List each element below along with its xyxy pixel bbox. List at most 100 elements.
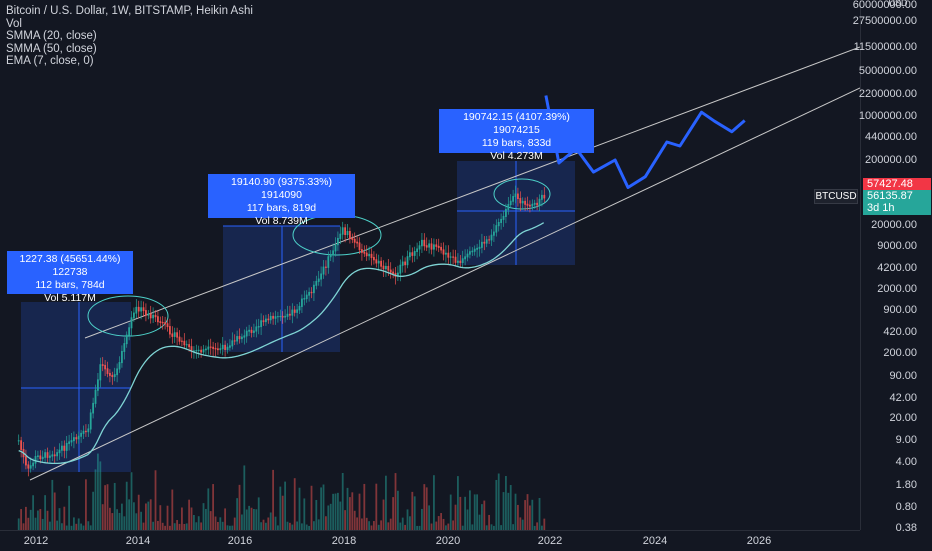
volume-bar: [200, 522, 203, 530]
volume-bar: [389, 518, 392, 530]
price-tick-label: 11500000.00: [853, 41, 917, 53]
candle-body: [281, 315, 284, 318]
candle-body: [277, 316, 279, 318]
volume-bar: [521, 519, 524, 530]
volume-bar: [505, 476, 507, 530]
candle-body: [77, 435, 80, 440]
price-tick-label: 0.38: [895, 522, 917, 534]
candle-body: [241, 336, 243, 340]
volume-bar: [92, 491, 95, 530]
candle-body: [365, 252, 368, 257]
candle-body: [217, 348, 219, 351]
candle-body: [253, 330, 255, 333]
candle-body: [37, 455, 39, 458]
volume-bar: [193, 514, 195, 530]
volume-bar: [423, 484, 426, 530]
candle-body: [497, 221, 500, 227]
candle-body: [401, 261, 404, 266]
volume-bar: [20, 509, 23, 530]
candle-body: [466, 253, 469, 258]
volume-bar: [111, 513, 114, 530]
volume-bar: [365, 517, 368, 530]
candle-body: [207, 346, 210, 350]
volume-bar: [531, 499, 534, 530]
time-axis[interactable]: 2012 2014 2016 2018 2020 2022 2024 2026: [0, 530, 860, 551]
candle-body: [322, 266, 325, 275]
candle-body: [73, 437, 75, 442]
price-tick-label: 2000.00: [877, 283, 917, 295]
volume-bar: [368, 521, 371, 530]
volume-bar: [125, 481, 128, 530]
volume-bar: [329, 503, 332, 530]
volume-bar: [219, 517, 222, 530]
candle-body: [116, 368, 119, 376]
candle-body: [409, 252, 411, 258]
candle-body: [507, 204, 510, 210]
candle-body: [368, 253, 371, 257]
volume-bar: [113, 482, 116, 530]
legend-smma-20[interactable]: SMMA (20, close): [6, 30, 97, 42]
volume-bar: [380, 520, 383, 530]
volume-bar: [353, 510, 356, 530]
legend-title[interactable]: Bitcoin / U.S. Dollar, 1W, BITSTAMP, Hei…: [6, 5, 253, 17]
legend-smma-50[interactable]: SMMA (50, close): [6, 42, 97, 55]
volume-bar: [260, 522, 263, 530]
candle-body: [373, 256, 375, 261]
volume-bar: [289, 522, 291, 530]
measure-label-line2: 119 bars, 833d: [481, 137, 552, 149]
measure-label-2021[interactable]: 190742.15 (4107.39%) 19074215 119 bars, …: [439, 109, 594, 162]
candle-body: [452, 256, 455, 258]
candle-body: [181, 340, 183, 342]
price-tick-label: 4.00: [895, 456, 917, 468]
volume-bar: [502, 492, 505, 530]
candle-body: [293, 309, 296, 313]
candle-body: [106, 368, 109, 374]
time-tick-label: 2022: [537, 535, 563, 547]
candle-body: [197, 349, 200, 352]
volume-bar: [17, 518, 20, 530]
legend-ema-7[interactable]: EMA (7, close, 0): [6, 55, 94, 67]
candle-body: [454, 256, 457, 263]
candle-body: [154, 314, 157, 318]
candle-body: [80, 432, 83, 437]
volume-bar: [356, 517, 359, 530]
volume-bar: [197, 516, 200, 530]
volume-bar: [149, 499, 152, 530]
volume-bar: [51, 479, 54, 530]
volume-bar: [221, 521, 224, 530]
candle-body: [101, 364, 104, 366]
volume-bar: [447, 523, 450, 530]
candle-body: [269, 315, 272, 321]
price-tick-label: 420.00: [883, 326, 917, 338]
volume-bar: [274, 516, 277, 530]
volume-bar: [238, 484, 241, 530]
candle-body: [104, 364, 107, 370]
measure-label-2013[interactable]: 1227.38 (45651.44%) 122738 112 bars, 784…: [7, 251, 133, 304]
candle-body: [32, 462, 35, 467]
time-tick-label: 2012: [23, 535, 49, 547]
price-chart[interactable]: [0, 0, 860, 530]
symbol-badge[interactable]: BTCUSD: [814, 189, 858, 204]
legend-vol[interactable]: Vol: [6, 17, 22, 30]
candle-body: [457, 260, 459, 263]
candle-body: [193, 350, 195, 352]
time-tick-label: 2026: [746, 535, 772, 547]
candle-body: [476, 247, 479, 250]
volume-bar: [375, 483, 378, 530]
volume-bar: [82, 525, 85, 530]
candle-body: [85, 430, 87, 433]
candle-body: [212, 346, 215, 349]
measure-label-line2: 117 bars, 819d: [246, 202, 317, 214]
candle-body: [351, 237, 354, 240]
price-axis[interactable]: USD 60000000.00 27500000.00 11500000.00 500…: [853, 0, 932, 534]
candle-body: [358, 242, 361, 251]
candle-body: [178, 336, 181, 342]
candle-body: [481, 241, 483, 248]
chart-area[interactable]: Bitcoin / U.S. Dollar, 1W, BITSTAMP, Hei…: [0, 0, 860, 530]
measure-label-line1: 1227.38 (45651.44%) 122738: [19, 253, 121, 278]
measure-label-2017[interactable]: 19140.90 (9375.33%) 1914090 117 bars, 81…: [208, 174, 355, 227]
candle-body: [375, 259, 378, 264]
volume-bar: [512, 524, 515, 530]
volume-bar: [73, 517, 75, 530]
candle-body: [190, 346, 193, 352]
